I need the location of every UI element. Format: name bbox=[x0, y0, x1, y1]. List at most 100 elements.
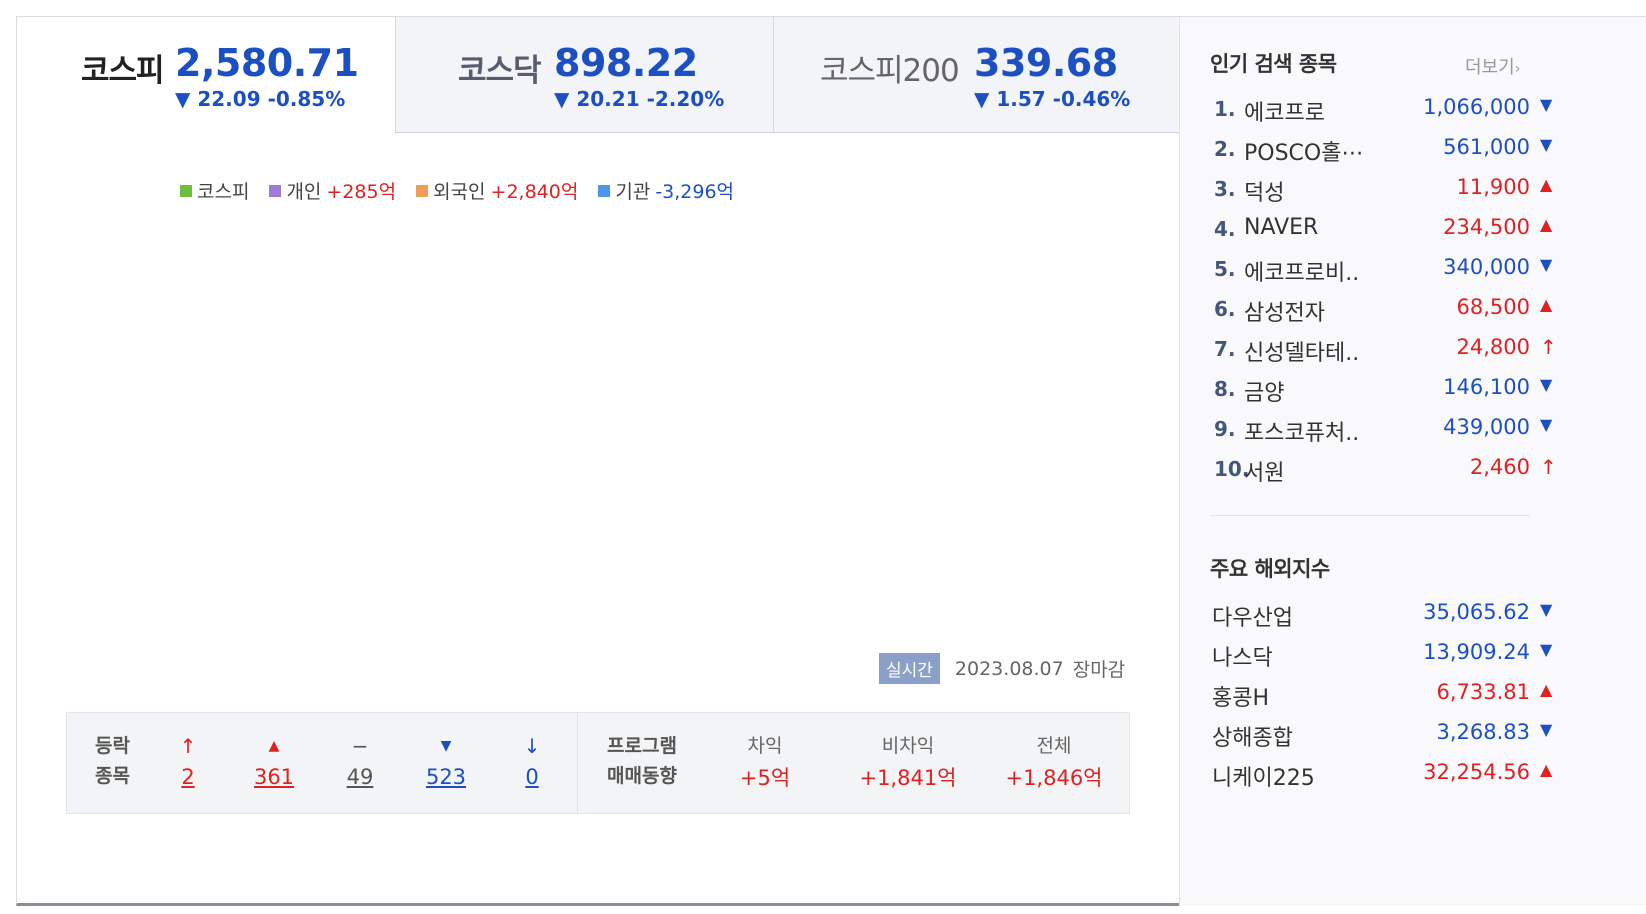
breadth-lower-limit-count[interactable]: 0 bbox=[525, 765, 539, 789]
program-arbitrage: 차익 +5억 bbox=[685, 731, 845, 795]
tab-kospi[interactable]: 코스피 2,580.71 ▼ 22.09 -0.85% bbox=[17, 17, 395, 133]
tab-kosdaq-change: ▼ 20.21 -2.20% bbox=[554, 87, 725, 111]
up-triangle-icon: ▲ bbox=[1540, 760, 1553, 779]
more-link-label: 더보기 bbox=[1465, 57, 1515, 78]
breadth-lower-limit[interactable]: ↓ 0 bbox=[497, 731, 567, 793]
popular-name[interactable]: 포스코퓨처.. bbox=[1244, 421, 1360, 446]
overseas-name[interactable]: 니케이225 bbox=[1212, 766, 1315, 791]
overseas-name[interactable]: 다우산업 bbox=[1212, 606, 1293, 631]
popular-item[interactable]: 9. 포스코퓨처.. 439,000 ▼ bbox=[1210, 409, 1552, 449]
up-triangle-icon: ▲ bbox=[1540, 215, 1553, 234]
legend-swatch-individual bbox=[269, 184, 282, 197]
popular-item[interactable]: 3. 덕성 11,900 ▲ bbox=[1210, 169, 1552, 209]
program-non-arbitrage-header: 비차익 bbox=[881, 735, 935, 757]
overseas-value: 35,065.62 bbox=[1423, 600, 1530, 624]
program-arbitrage-header: 차익 bbox=[747, 735, 783, 757]
rise-icon: ▲ bbox=[268, 738, 280, 754]
popular-rank: 1. bbox=[1214, 97, 1236, 121]
overseas-item[interactable]: 홍콩H 6,733.81 ▲ bbox=[1210, 674, 1552, 714]
program-label-line1: 프로그램 bbox=[607, 735, 677, 757]
overseas-item[interactable]: 다우산업 35,065.62 ▼ bbox=[1210, 594, 1552, 634]
legend-institution: 기관 -3,296억 bbox=[598, 177, 734, 204]
flat-icon: − bbox=[351, 734, 369, 758]
popular-name[interactable]: 신성델타테.. bbox=[1244, 341, 1360, 366]
realtime-badge[interactable]: 실시간 bbox=[879, 653, 940, 684]
popular-price: 2,460 bbox=[1469, 455, 1530, 479]
popular-rank: 7. bbox=[1214, 337, 1236, 361]
popular-price: 68,500 bbox=[1456, 295, 1530, 319]
breadth-upper-limit-count[interactable]: 2 bbox=[181, 765, 195, 789]
overseas-value: 32,254.56 bbox=[1423, 760, 1530, 784]
fall-icon: ▼ bbox=[440, 738, 452, 754]
popular-item[interactable]: 8. 금양 146,100 ▼ bbox=[1210, 369, 1552, 409]
overseas-name[interactable]: 홍콩H bbox=[1212, 686, 1270, 711]
down-triangle-icon: ▼ bbox=[1540, 95, 1553, 114]
popular-item[interactable]: 6. 삼성전자 68,500 ▲ bbox=[1210, 289, 1552, 329]
popular-price: 439,000 bbox=[1443, 415, 1530, 439]
popular-name[interactable]: NAVER bbox=[1244, 215, 1319, 240]
upper-limit-icon: ↑ bbox=[179, 734, 197, 758]
breadth-rise-count[interactable]: 361 bbox=[253, 765, 295, 789]
popular-name[interactable]: POSCO홀⋯ bbox=[1244, 141, 1364, 166]
breadth-fall-count[interactable]: 523 bbox=[425, 765, 467, 789]
popular-name[interactable]: 덕성 bbox=[1244, 181, 1285, 206]
popular-item[interactable]: 10. 서원 2,460 ↑ bbox=[1210, 449, 1557, 489]
popular-item[interactable]: 4. NAVER 234,500 ▲ bbox=[1210, 209, 1552, 249]
market-widget: 코스피 2,580.71 ▼ 22.09 -0.85% 코스닥 898.22 ▼… bbox=[16, 16, 1646, 906]
program-total-value: +1,846억 bbox=[1005, 766, 1103, 790]
right-panel: 인기 검색 종목 더보기› 1. 에코프로 1,066,000 ▼ 2. POSCO홀⋯ 5… bbox=[1179, 17, 1646, 906]
overseas-name[interactable]: 상해종합 bbox=[1212, 726, 1293, 751]
breadth-fall[interactable]: ▼ 523 bbox=[411, 731, 481, 793]
popular-name[interactable]: 에코프로 bbox=[1244, 101, 1325, 126]
popular-price: 234,500 bbox=[1443, 215, 1530, 239]
legend-swatch-foreign bbox=[416, 184, 429, 197]
tab-kospi-change: ▼ 22.09 -0.85% bbox=[175, 87, 346, 111]
breadth-upper-limit[interactable]: ↑ 2 bbox=[153, 731, 223, 793]
overseas-value: 3,268.83 bbox=[1436, 720, 1530, 744]
tab-kospi200[interactable]: 코스피200 339.68 ▼ 1.57 -0.46% bbox=[773, 17, 1179, 133]
breadth-rise[interactable]: ▲ 361 bbox=[239, 731, 309, 793]
down-triangle-icon: ▼ bbox=[1540, 600, 1553, 619]
tab-kosdaq-name: 코스닥 bbox=[458, 53, 542, 89]
tab-kosdaq[interactable]: 코스닥 898.22 ▼ 20.21 -2.20% bbox=[395, 17, 773, 133]
breadth-label-line1: 등락 bbox=[95, 735, 130, 757]
popular-price: 24,800 bbox=[1456, 335, 1530, 359]
breadth-flat-count[interactable]: 49 bbox=[346, 765, 374, 789]
up-triangle-icon: ▲ bbox=[1540, 175, 1553, 194]
popular-name[interactable]: 금양 bbox=[1244, 381, 1285, 406]
popular-item[interactable]: 1. 에코프로 1,066,000 ▼ bbox=[1210, 89, 1552, 129]
chart-time-info: 실시간 2023.08.07 장마감 bbox=[879, 653, 1125, 684]
overseas-item[interactable]: 니케이225 32,254.56 ▲ bbox=[1210, 754, 1552, 794]
overseas-value: 6,733.81 bbox=[1436, 680, 1530, 704]
popular-item[interactable]: 7. 신성델타테.. 24,800 ↑ bbox=[1210, 329, 1557, 369]
index-tabs: 코스피 2,580.71 ▼ 22.09 -0.85% 코스닥 898.22 ▼… bbox=[17, 17, 1195, 133]
popular-item[interactable]: 2. POSCO홀⋯ 561,000 ▼ bbox=[1210, 129, 1552, 169]
more-link[interactable]: 더보기› bbox=[1465, 53, 1520, 79]
up-arrow-icon: ↑ bbox=[1540, 335, 1557, 359]
popular-rank: 9. bbox=[1214, 417, 1236, 441]
down-triangle-icon: ▼ bbox=[1540, 375, 1553, 394]
legend-value-foreign: +2,840억 bbox=[490, 181, 579, 203]
overseas-name[interactable]: 나스닥 bbox=[1212, 646, 1273, 671]
program-total-header: 전체 bbox=[1036, 735, 1072, 757]
legend-kospi: 코스피 bbox=[180, 177, 249, 204]
legend-value-individual: +285억 bbox=[326, 181, 397, 203]
popular-item[interactable]: 5. 에코프로비.. 340,000 ▼ bbox=[1210, 249, 1552, 289]
legend-label-institution: 기관 bbox=[615, 181, 651, 203]
program-non-arbitrage-value: +1,841억 bbox=[859, 766, 957, 790]
down-triangle-icon: ▼ bbox=[1540, 255, 1553, 274]
overseas-item[interactable]: 상해종합 3,268.83 ▼ bbox=[1210, 714, 1552, 754]
market-status: 장마감 bbox=[1072, 659, 1126, 681]
popular-name[interactable]: 서원 bbox=[1244, 461, 1285, 486]
overseas-item[interactable]: 나스닥 13,909.24 ▼ bbox=[1210, 634, 1552, 674]
legend-individual: 개인 +285억 bbox=[269, 177, 396, 204]
breadth-flat[interactable]: − 49 bbox=[325, 731, 395, 793]
popular-name[interactable]: 삼성전자 bbox=[1244, 301, 1325, 326]
summary-divider bbox=[577, 713, 578, 813]
popular-price: 11,900 bbox=[1456, 175, 1530, 199]
program-total: 전체 +1,846억 bbox=[974, 731, 1134, 795]
breadth-label: 등락 종목 bbox=[95, 731, 130, 791]
up-triangle-icon: ▲ bbox=[1540, 680, 1553, 699]
popular-rank: 10. bbox=[1214, 457, 1250, 481]
popular-name[interactable]: 에코프로비.. bbox=[1244, 261, 1360, 286]
